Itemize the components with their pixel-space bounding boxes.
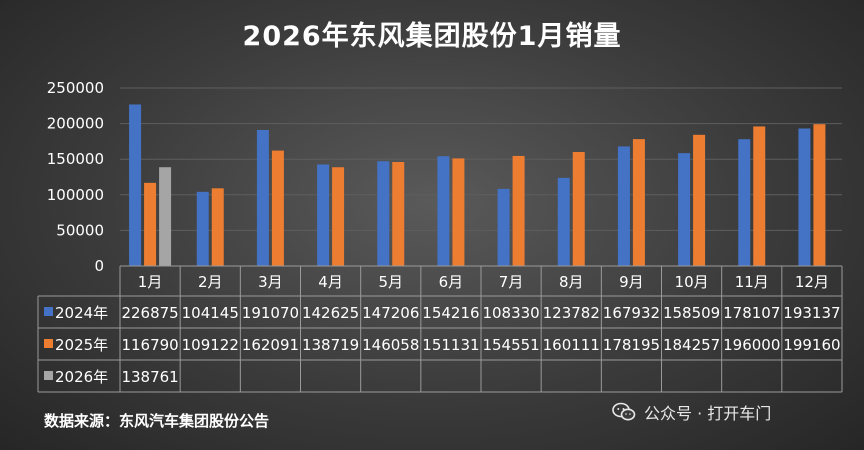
data-label: 162091 [242, 336, 299, 354]
data-label: 193137 [783, 304, 840, 322]
x-tick-label: 3月 [258, 273, 283, 291]
data-label: 154216 [422, 304, 479, 322]
bar-2024年-5月 [377, 161, 390, 266]
bar-2025年-10月 [693, 134, 706, 266]
data-label: 226875 [121, 304, 178, 322]
y-tick-label: 50000 [56, 221, 104, 239]
bar-2025年-11月 [753, 126, 766, 266]
data-label: 160111 [543, 336, 600, 354]
bar-2026年-1月 [159, 167, 172, 266]
bar-2025年-1月 [144, 182, 157, 266]
x-tick-label: 6月 [439, 273, 464, 291]
bar-2024年-11月 [738, 139, 751, 266]
x-tick-label: 1月 [138, 273, 163, 291]
bar-2024年-10月 [678, 153, 691, 266]
bar-2025年-5月 [392, 162, 405, 266]
data-label: 104145 [182, 304, 239, 322]
bar-2024年-6月 [437, 156, 450, 266]
bar-2025年-12月 [813, 124, 826, 266]
x-tick-label: 11月 [735, 273, 769, 291]
watermark-text: 公众号 · 打开车门 [644, 404, 772, 423]
data-label: 138719 [302, 336, 359, 354]
data-label: 142625 [302, 304, 359, 322]
bar-2024年-7月 [497, 188, 510, 266]
bar-2024年-12月 [798, 128, 811, 266]
bar-2025年-8月 [572, 152, 585, 266]
bar-2025年-6月 [452, 158, 465, 266]
legend-key [44, 371, 53, 380]
data-label: 147206 [362, 304, 419, 322]
data-label: 167932 [603, 304, 660, 322]
x-tick-label: 4月 [318, 273, 343, 291]
data-label: 109122 [182, 336, 239, 354]
data-label: 123782 [543, 304, 600, 322]
legend-key [44, 307, 53, 316]
data-label: 108330 [482, 304, 539, 322]
legend-label: 2026年 [55, 368, 108, 386]
chart-title: 2026年东风集团股份1月销量 [242, 21, 622, 52]
data-label: 146058 [362, 336, 419, 354]
bar-2025年-3月 [271, 150, 284, 266]
bar-2025年-7月 [512, 155, 525, 266]
bar-2024年-3月 [256, 129, 269, 266]
wechat-watermark: 公众号 · 打开车门 [612, 400, 771, 424]
x-tick-label: 9月 [619, 273, 644, 291]
legend-key [44, 339, 53, 348]
bar-2024年-8月 [557, 177, 570, 266]
y-tick-label: 0 [94, 257, 104, 275]
x-tick-label: 7月 [499, 273, 524, 291]
x-tick-label: 8月 [559, 273, 584, 291]
data-label: 196000 [723, 336, 780, 354]
data-label: 138761 [121, 368, 178, 386]
bar-2024年-1月 [129, 104, 142, 266]
data-label: 199160 [783, 336, 840, 354]
data-label: 151131 [422, 336, 479, 354]
bar-2025年-4月 [332, 167, 345, 266]
data-label: 154551 [482, 336, 539, 354]
data-label: 191070 [242, 304, 299, 322]
data-label: 158509 [663, 304, 720, 322]
x-tick-label: 2月 [198, 273, 223, 291]
data-label: 178195 [603, 336, 660, 354]
bar-2024年-4月 [317, 164, 330, 266]
bar-2025年-9月 [632, 139, 645, 266]
bar-2025年-2月 [211, 188, 224, 266]
y-tick-label: 250000 [47, 79, 104, 97]
x-tick-label: 5月 [378, 273, 403, 291]
legend-label: 2025年 [55, 336, 108, 354]
bar-2024年-2月 [196, 191, 209, 266]
data-source-note: 数据来源：东风汽车集团股份公告 [44, 412, 270, 430]
bar-2024年-9月 [617, 146, 630, 266]
data-label: 178107 [723, 304, 780, 322]
wechat-icon [612, 402, 636, 421]
y-tick-label: 200000 [47, 115, 104, 133]
y-tick-label: 150000 [47, 150, 104, 168]
legend-label: 2024年 [55, 304, 108, 322]
x-tick-label: 12月 [795, 273, 829, 291]
data-label: 116790 [121, 336, 178, 354]
data-label: 184257 [663, 336, 720, 354]
y-tick-label: 100000 [47, 186, 104, 204]
x-tick-label: 10月 [675, 273, 709, 291]
